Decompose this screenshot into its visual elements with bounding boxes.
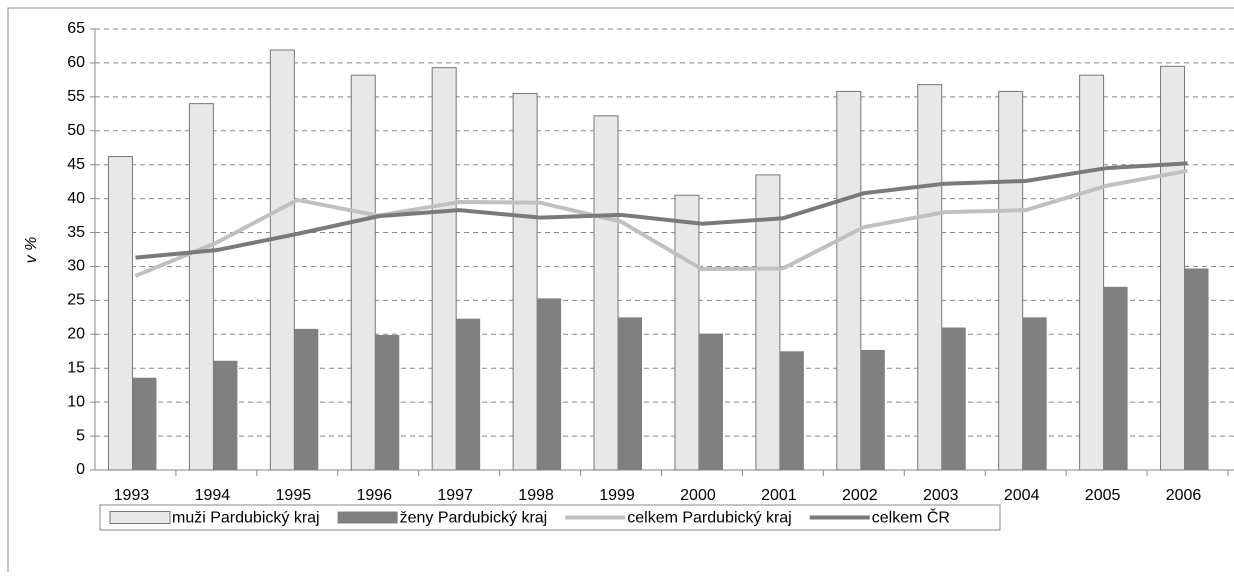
bar	[1160, 65, 1186, 471]
bar	[269, 49, 295, 471]
bar	[1022, 317, 1047, 470]
y-tick-label: 60	[67, 54, 85, 71]
bar	[618, 317, 643, 470]
y-tick-label: 65	[67, 20, 85, 37]
bar	[188, 103, 214, 471]
bar	[294, 328, 319, 470]
bar	[1184, 268, 1209, 470]
bar	[836, 90, 862, 471]
bar	[107, 156, 133, 471]
y-tick-label: 25	[67, 292, 85, 309]
x-tick-label: 1996	[356, 487, 392, 504]
bar	[1079, 74, 1105, 471]
x-tick-label: 1998	[518, 487, 554, 504]
y-tick-label: 30	[67, 258, 85, 275]
bar	[674, 194, 700, 471]
bar	[537, 298, 562, 470]
y-tick-label: 15	[67, 359, 85, 376]
x-tick-label: 2001	[761, 487, 797, 504]
bar	[755, 174, 781, 471]
x-tick-label: 2003	[923, 487, 959, 504]
bar	[375, 334, 400, 470]
bar	[512, 92, 538, 471]
x-tick-label: 2002	[842, 487, 878, 504]
x-tick-label: 2000	[680, 487, 716, 504]
y-tick-label: 45	[67, 156, 85, 173]
x-tick-label: 1994	[195, 487, 231, 504]
legend-swatch	[337, 511, 398, 524]
bar	[350, 74, 376, 471]
x-tick-label: 1997	[437, 487, 473, 504]
bar	[1103, 286, 1128, 470]
x-tick-label: 2005	[1085, 487, 1121, 504]
x-tick-label: 2004	[1004, 487, 1040, 504]
bar	[698, 333, 723, 470]
bar	[456, 318, 481, 470]
bar	[431, 67, 457, 471]
legend-label: muži Pardubický kraj	[172, 510, 320, 527]
x-tick-label: 2006	[1166, 487, 1202, 504]
legend-label: celkem Pardubický kraj	[627, 510, 792, 527]
legend-label: ženy Pardubický kraj	[400, 510, 548, 527]
x-tick-label: 1993	[114, 487, 150, 504]
y-tick-label: 50	[67, 122, 85, 139]
bar	[779, 351, 804, 470]
legend-swatch	[109, 511, 171, 524]
y-tick-label: 40	[67, 190, 85, 207]
y-tick-label: 20	[67, 326, 85, 343]
y-tick-label: 0	[76, 461, 85, 478]
y-tick-label: 35	[67, 224, 85, 241]
chart-border	[7, 7, 1234, 577]
x-tick-label: 1995	[276, 487, 312, 504]
line	[135, 161, 1188, 260]
bar	[998, 90, 1024, 471]
y-axis-label: v %	[23, 237, 40, 264]
bar	[213, 360, 238, 470]
legend-label: celkem ČR	[872, 508, 950, 527]
bar	[860, 349, 885, 470]
bar	[917, 84, 943, 471]
x-tick-label: 1999	[599, 487, 635, 504]
y-tick-label: 10	[67, 393, 85, 410]
bar	[132, 377, 157, 470]
y-tick-label: 55	[67, 88, 85, 105]
bar	[593, 115, 619, 471]
y-tick-label: 5	[76, 427, 85, 444]
line	[134, 168, 1188, 278]
bar	[941, 327, 966, 470]
